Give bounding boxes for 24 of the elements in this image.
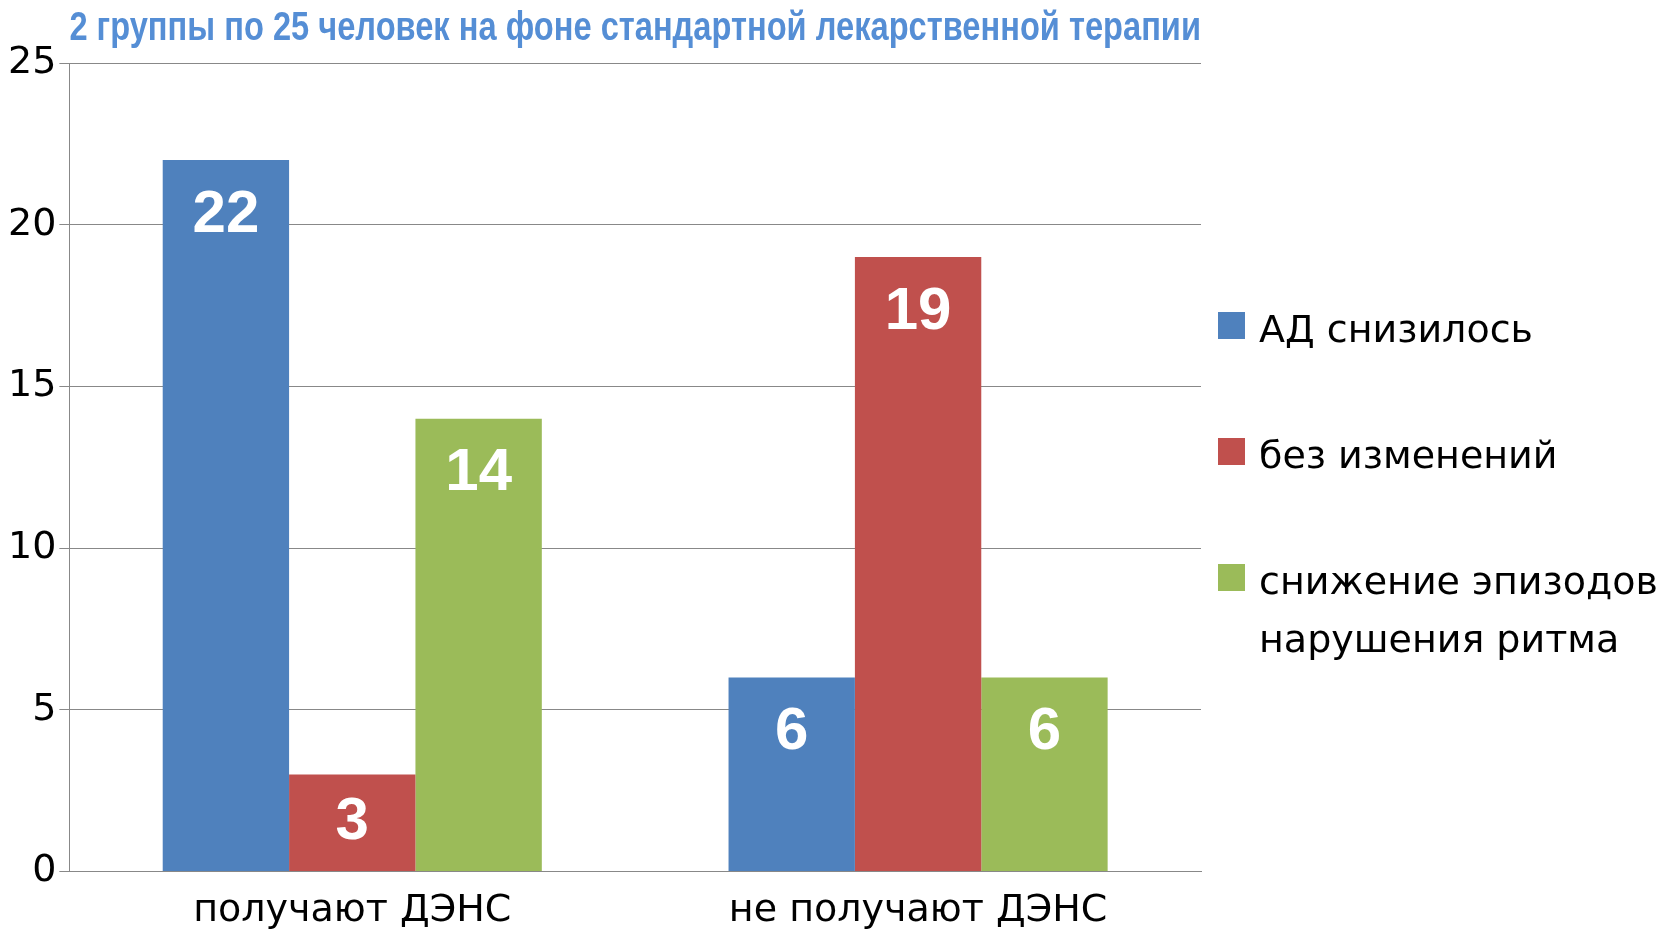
legend-label: снижение эпизодов нарушения ритма [1259, 558, 1659, 663]
data-label: 22 [192, 177, 260, 245]
bar [981, 677, 1108, 871]
bar [289, 774, 416, 871]
y-tick-label: 15 [7, 361, 57, 406]
y-tick-label: 10 [7, 522, 57, 567]
y-tick-label: 20 [7, 199, 57, 244]
data-label: 19 [884, 274, 952, 342]
x-tick-label: не получают ДЭНС [728, 886, 1108, 931]
data-label: 14 [445, 436, 513, 504]
data-label: 6 [775, 694, 809, 762]
bar [162, 160, 290, 871]
bar [728, 677, 855, 871]
chart-title: 2 группы по 25 человек на фоне стандартной лекарственной терапии [69, 3, 1201, 49]
legend-label: без изменений [1259, 432, 1558, 479]
bar [415, 418, 542, 871]
bar [854, 257, 982, 871]
y-tick-label: 0 [32, 846, 57, 891]
legend-label: АД снизилось [1259, 306, 1533, 353]
data-label: 3 [335, 785, 369, 853]
y-tick-label: 25 [7, 37, 57, 82]
y-tick-label: 5 [32, 684, 57, 729]
data-label: 6 [1027, 694, 1062, 762]
x-tick-label: получают ДЭНС [193, 886, 512, 931]
